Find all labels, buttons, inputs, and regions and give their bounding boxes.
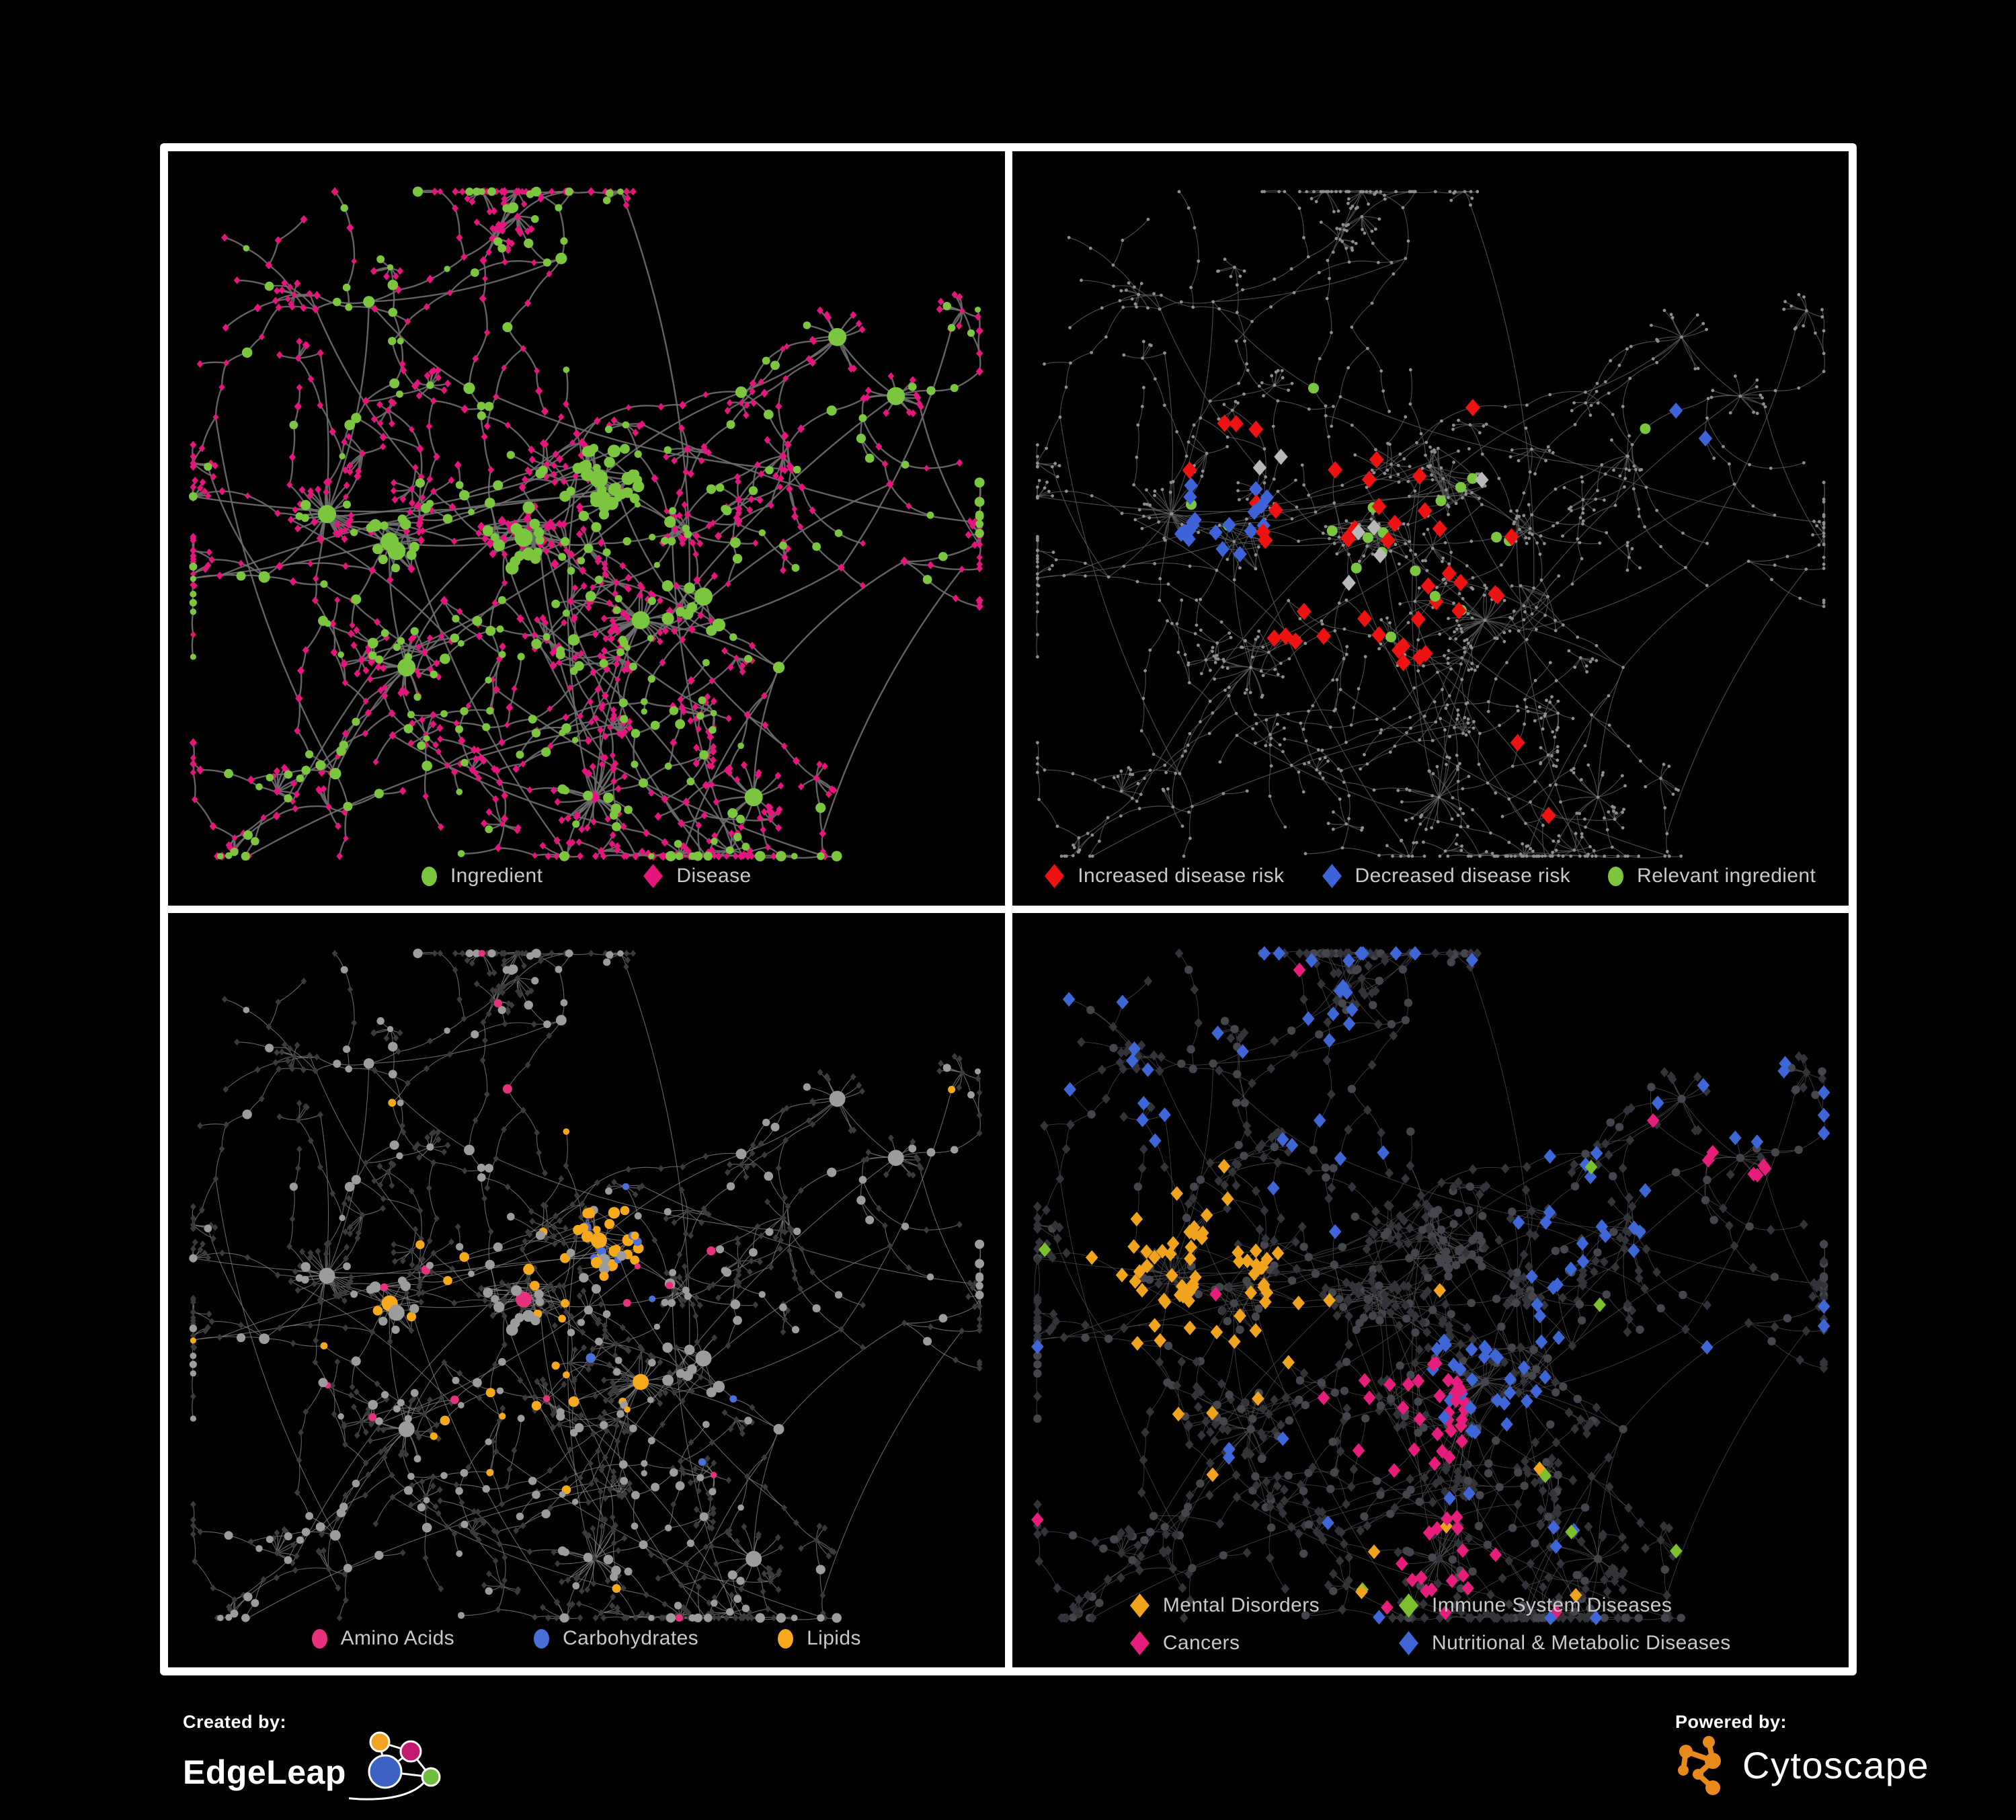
legend-item: Immune System Diseases (1399, 1593, 1731, 1618)
ingredient-swatch-icon (421, 866, 437, 886)
legend-label: Increased disease risk (1078, 865, 1285, 887)
carbohydrates-swatch-icon (534, 1628, 550, 1649)
legend-item: Cancers (1129, 1631, 1320, 1655)
panel-disease-categories: Mental Disorders Immune System Diseases … (1012, 913, 1849, 1667)
legend-label: Disease (676, 865, 752, 887)
network-disease-risk (1035, 190, 1826, 859)
legend-disease-risk: Increased disease risk Decreased disease… (1012, 864, 1849, 888)
amino-acids-swatch-icon (311, 1628, 327, 1649)
legend-item: Carbohydrates (534, 1627, 698, 1650)
legend-label: Ingredient (450, 865, 543, 887)
relevant-ingredient-swatch-icon (1608, 866, 1624, 886)
panel-nutrient-classes: Amino Acids Carbohydrates Lipids (168, 913, 1005, 1667)
legend-label: Cancers (1162, 1632, 1240, 1654)
legend-item: Disease (643, 864, 751, 888)
legend-disease-categories: Mental Disorders Immune System Diseases … (1012, 1593, 1849, 1655)
legend-item: Lipids (778, 1627, 861, 1650)
legend-item: Ingredient (421, 865, 542, 887)
edgeleap-logo-icon (348, 1731, 441, 1801)
cytoscape-credit: Powered by: Cytoscape (1675, 1712, 1929, 1797)
lipids-swatch-icon (778, 1628, 794, 1649)
legend-label: Decreased disease risk (1355, 865, 1571, 887)
powered-by-label: Powered by: (1675, 1712, 1787, 1732)
edgeleap-credit: Created by: EdgeLeap (183, 1712, 450, 1811)
cytoscape-wordmark: Cytoscape (1742, 1744, 1930, 1786)
mental-disorders-swatch-icon (1129, 1593, 1150, 1618)
legend-label: Mental Disorders (1162, 1594, 1320, 1616)
legend-label: Amino Acids (340, 1627, 455, 1649)
network-nutrient-classes (189, 948, 985, 1623)
legend-label: Carbohydrates (563, 1627, 699, 1649)
legend-label: Immune System Diseases (1432, 1594, 1672, 1616)
disease-swatch-icon (643, 864, 663, 888)
legend-nutrient-classes: Amino Acids Carbohydrates Lipids (168, 1627, 1005, 1650)
legend-ingredient-disease: Ingredient Disease (168, 864, 1005, 888)
legend-label: Nutritional & Metabolic Diseases (1432, 1632, 1731, 1654)
decreased-risk-swatch-icon (1322, 864, 1342, 888)
legend-label: Lipids (807, 1627, 861, 1649)
panel-disease-risk: Increased disease risk Decreased disease… (1012, 151, 1849, 906)
network-disease-categories (1031, 946, 1830, 1626)
immune-diseases-swatch-icon (1399, 1593, 1418, 1618)
legend-item: Nutritional & Metabolic Diseases (1399, 1631, 1731, 1655)
panel-ingredient-disease: Ingredient Disease (168, 151, 1005, 906)
cancers-swatch-icon (1129, 1631, 1150, 1655)
legend-label: Relevant ingredient (1637, 865, 1816, 887)
legend-item: Relevant ingredient (1608, 865, 1816, 887)
created-by-label: Created by: (183, 1712, 287, 1732)
legend-item: Decreased disease risk (1322, 864, 1571, 888)
increased-risk-swatch-icon (1045, 864, 1065, 888)
legend-item: Increased disease risk (1045, 864, 1284, 888)
legend-item: Amino Acids (311, 1627, 455, 1650)
network-ingredient-disease (188, 186, 985, 862)
edgeleap-wordmark: EdgeLeap (183, 1753, 346, 1791)
legend-item: Mental Disorders (1129, 1593, 1320, 1618)
four-panel-frame: Ingredient Disease Increased disease ris… (160, 143, 1857, 1675)
cytoscape-logo-icon (1678, 1736, 1721, 1795)
nutritional-metabolic-swatch-icon (1399, 1631, 1418, 1655)
